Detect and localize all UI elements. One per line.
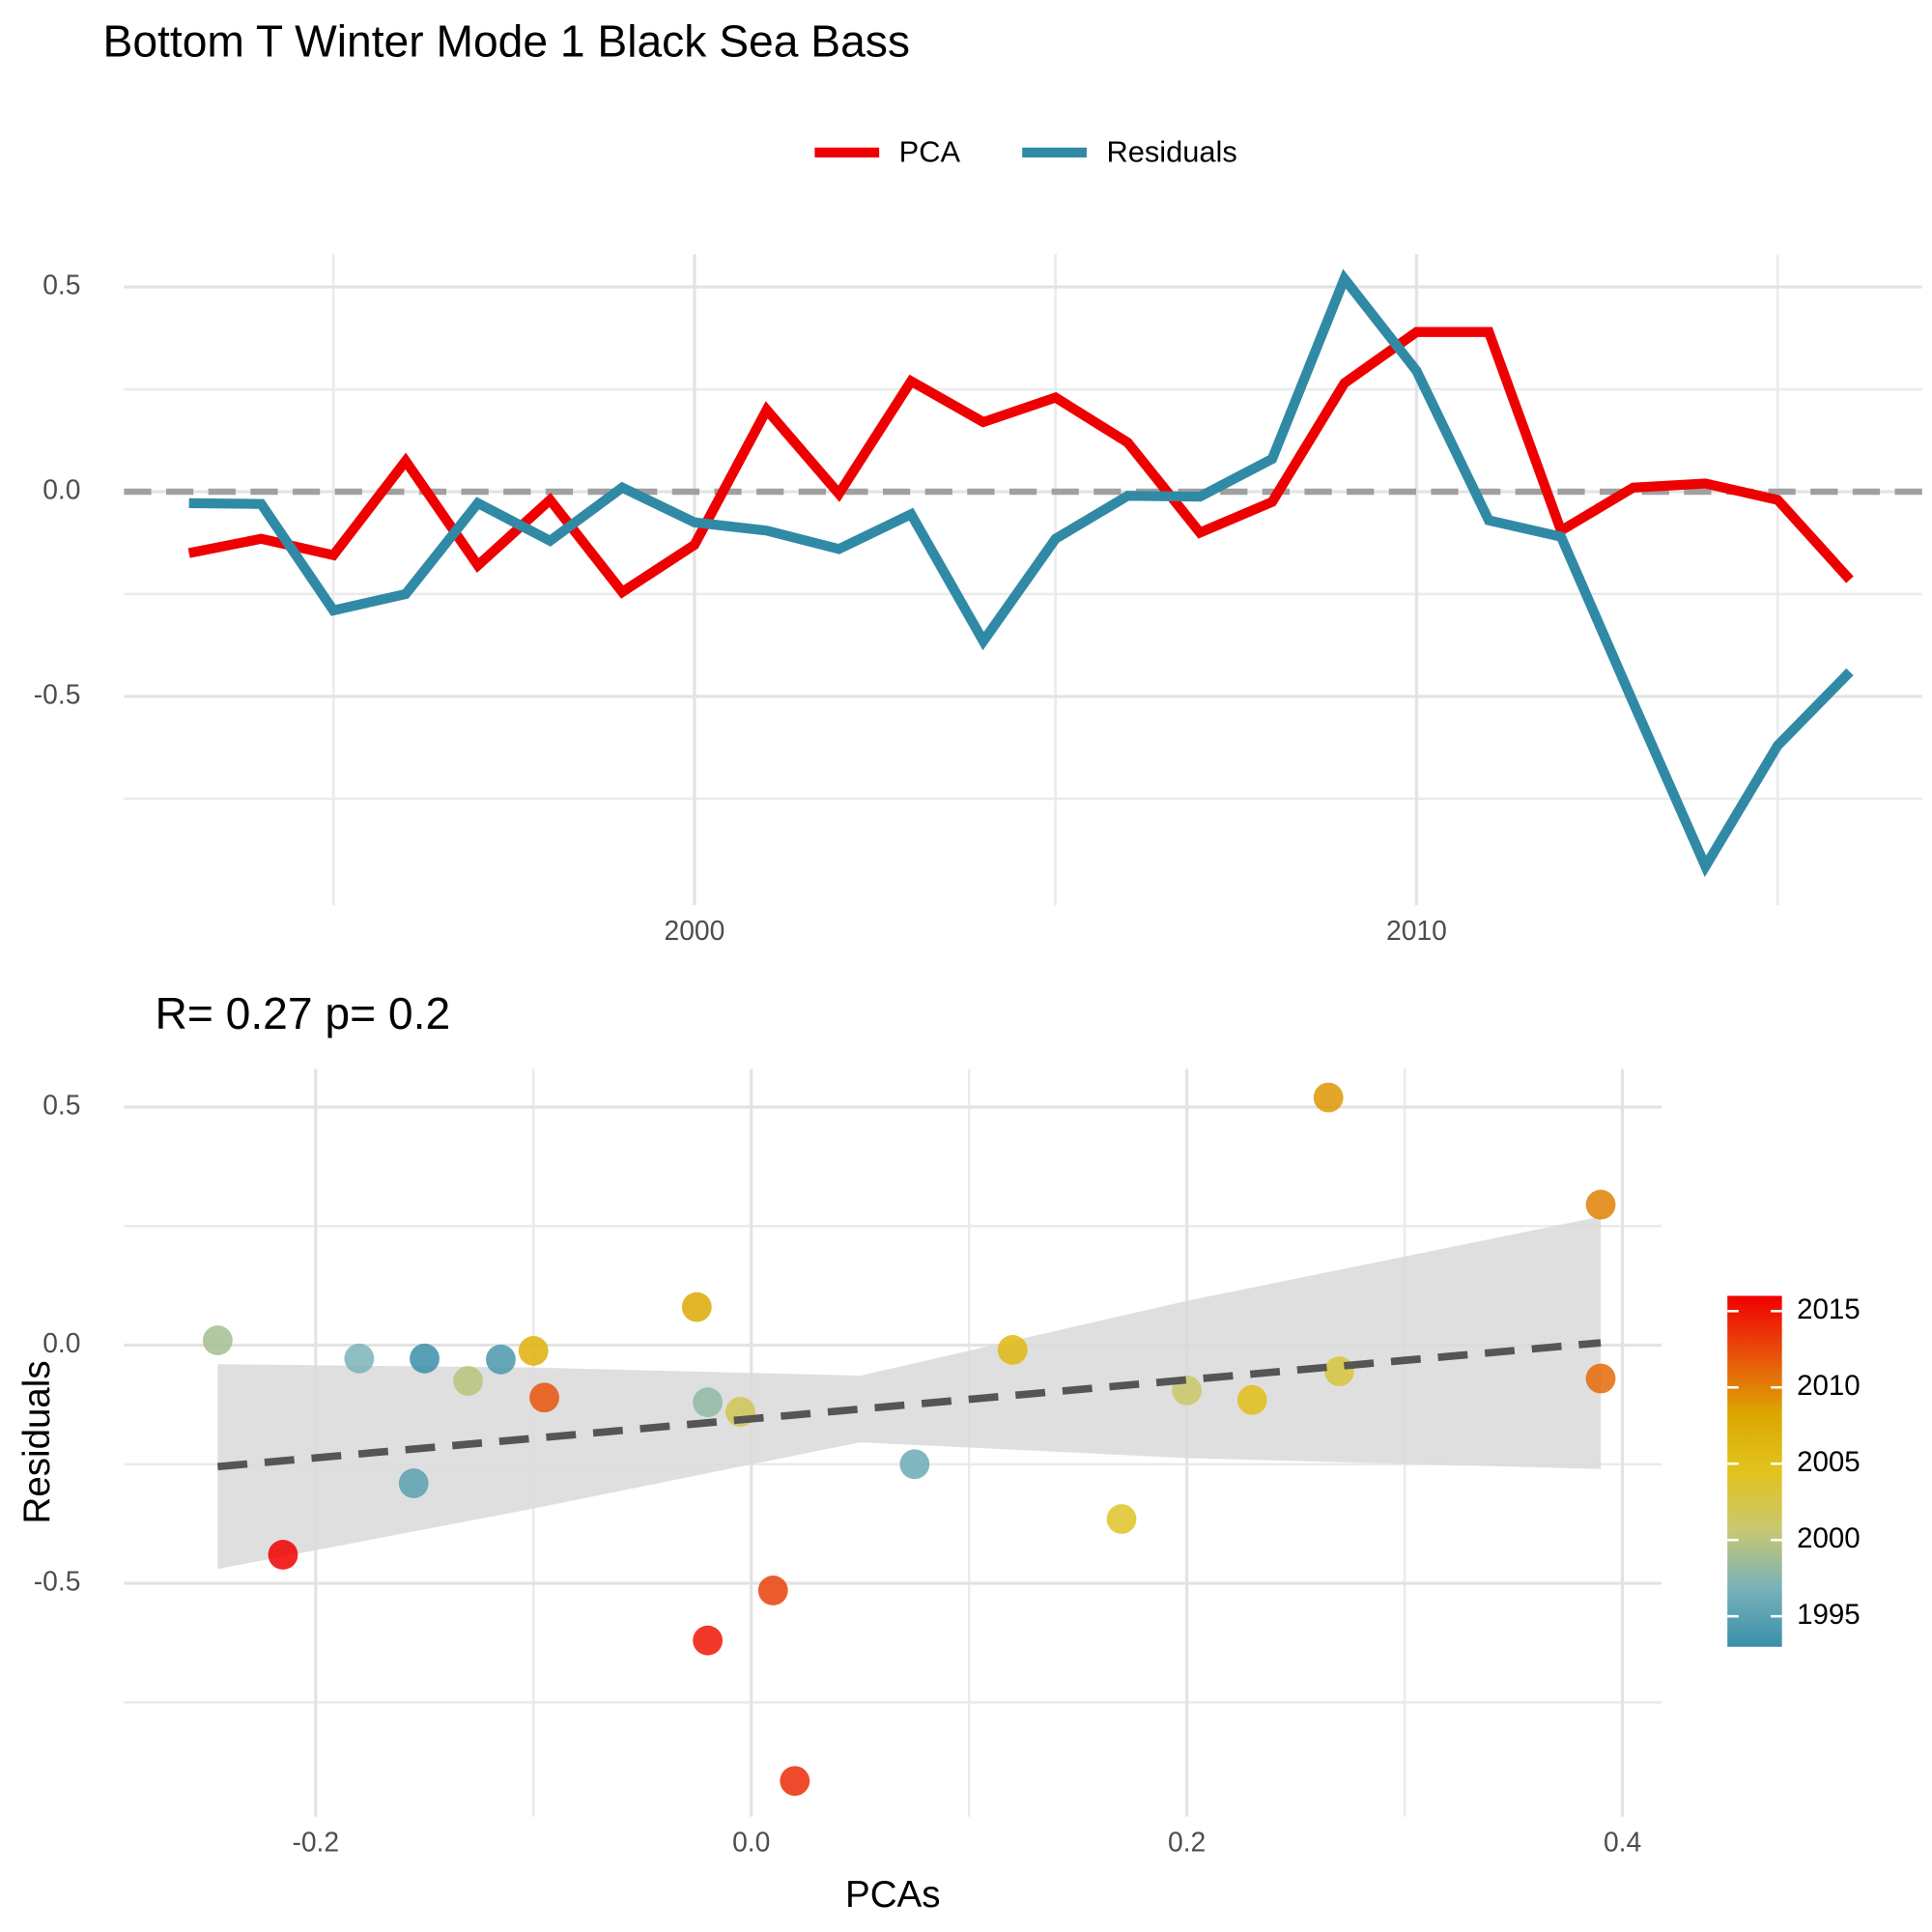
line-series [188, 269, 1854, 877]
scatter-point [529, 1382, 559, 1413]
scatter-point [1585, 1189, 1616, 1220]
x-tick-label: 2000 [665, 915, 725, 946]
scatter-point [899, 1449, 930, 1480]
legend-label: PCA [899, 134, 961, 168]
confidence-ribbon [217, 1216, 1602, 1570]
scatter-point [202, 1325, 233, 1355]
scatter-point [1324, 1356, 1354, 1387]
subtitle: R= 0.27 p= 0.2 [155, 988, 450, 1038]
fit-line [216, 1339, 1602, 1471]
colorbar-label: 2015 [1797, 1293, 1861, 1325]
scatter-point [486, 1344, 516, 1375]
y-tick-label: 0.5 [43, 270, 80, 300]
y-tick-label: 0.0 [43, 1327, 80, 1358]
x-axis-label: PCAs [845, 1874, 940, 1916]
x-tick-label: 0.4 [1604, 1826, 1641, 1857]
scatter-point [780, 1766, 810, 1797]
scatter-point [693, 1625, 724, 1656]
scatter-point [1106, 1504, 1137, 1534]
scatter-point [681, 1292, 712, 1322]
chart-title: Bottom T Winter Mode 1 Black Sea Bass [103, 15, 910, 66]
scatter-point [344, 1343, 375, 1374]
scatter-point [1585, 1363, 1616, 1394]
scatter-point [1236, 1384, 1267, 1415]
scatter-point [1313, 1082, 1344, 1113]
colorbar-label: 2010 [1797, 1370, 1861, 1402]
x-tick-label: 0.2 [1168, 1826, 1206, 1857]
x-tick-label: -0.2 [292, 1826, 339, 1857]
scatter-point [997, 1335, 1028, 1365]
colorbar-label: 2000 [1797, 1522, 1861, 1554]
y-axis-label: Residuals [16, 1360, 58, 1523]
colorbar-label: 2005 [1797, 1446, 1861, 1478]
scatter-point [398, 1468, 429, 1498]
colorbar-label: 1995 [1797, 1599, 1861, 1631]
scatter-point [268, 1540, 298, 1570]
line-series [187, 327, 1854, 599]
legend-label: Residuals [1106, 134, 1236, 168]
x-tick-label: 0.0 [732, 1826, 770, 1857]
y-tick-label: 0.0 [43, 473, 80, 504]
colorbar [1727, 1295, 1782, 1647]
scatter-point [453, 1366, 484, 1396]
scatter-point [518, 1336, 549, 1366]
y-tick-label: -0.5 [34, 678, 81, 709]
scatter-point [410, 1343, 440, 1374]
scatter-point [757, 1576, 788, 1605]
x-tick-label: 2010 [1386, 915, 1447, 946]
y-tick-label: 0.5 [43, 1089, 80, 1120]
scatter-point [693, 1387, 724, 1418]
y-tick-label: -0.5 [34, 1565, 81, 1596]
